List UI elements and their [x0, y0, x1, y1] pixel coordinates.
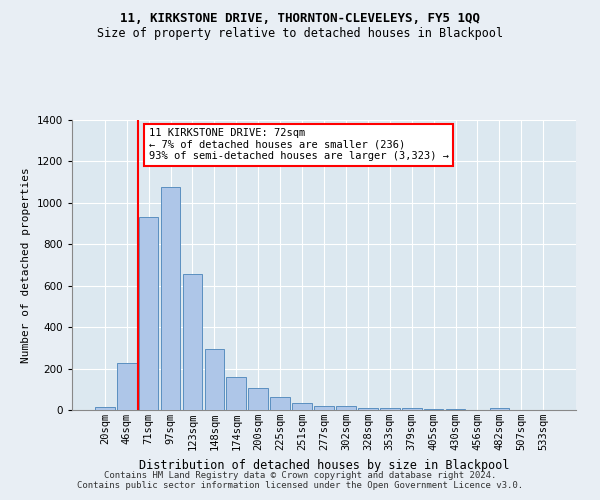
Text: Size of property relative to detached houses in Blackpool: Size of property relative to detached ho… — [97, 28, 503, 40]
Bar — [161, 188, 181, 410]
Bar — [292, 403, 312, 410]
Bar — [424, 409, 443, 410]
Bar — [446, 409, 466, 410]
X-axis label: Distribution of detached houses by size in Blackpool: Distribution of detached houses by size … — [139, 458, 509, 471]
Bar — [380, 408, 400, 410]
Bar — [205, 349, 224, 410]
Bar — [117, 364, 137, 410]
Bar — [270, 396, 290, 410]
Text: 11, KIRKSTONE DRIVE, THORNTON-CLEVELEYS, FY5 1QQ: 11, KIRKSTONE DRIVE, THORNTON-CLEVELEYS,… — [120, 12, 480, 26]
Bar — [336, 406, 356, 410]
Y-axis label: Number of detached properties: Number of detached properties — [21, 167, 31, 363]
Bar — [95, 407, 115, 410]
Bar — [314, 406, 334, 410]
Bar — [248, 388, 268, 410]
Text: 11 KIRKSTONE DRIVE: 72sqm
← 7% of detached houses are smaller (236)
93% of semi-: 11 KIRKSTONE DRIVE: 72sqm ← 7% of detach… — [149, 128, 449, 162]
Text: Contains HM Land Registry data © Crown copyright and database right 2024.
Contai: Contains HM Land Registry data © Crown c… — [77, 470, 523, 490]
Bar — [139, 218, 158, 410]
Bar — [182, 274, 202, 410]
Bar — [226, 377, 246, 410]
Bar — [358, 408, 378, 410]
Bar — [490, 408, 509, 410]
Bar — [402, 408, 422, 410]
